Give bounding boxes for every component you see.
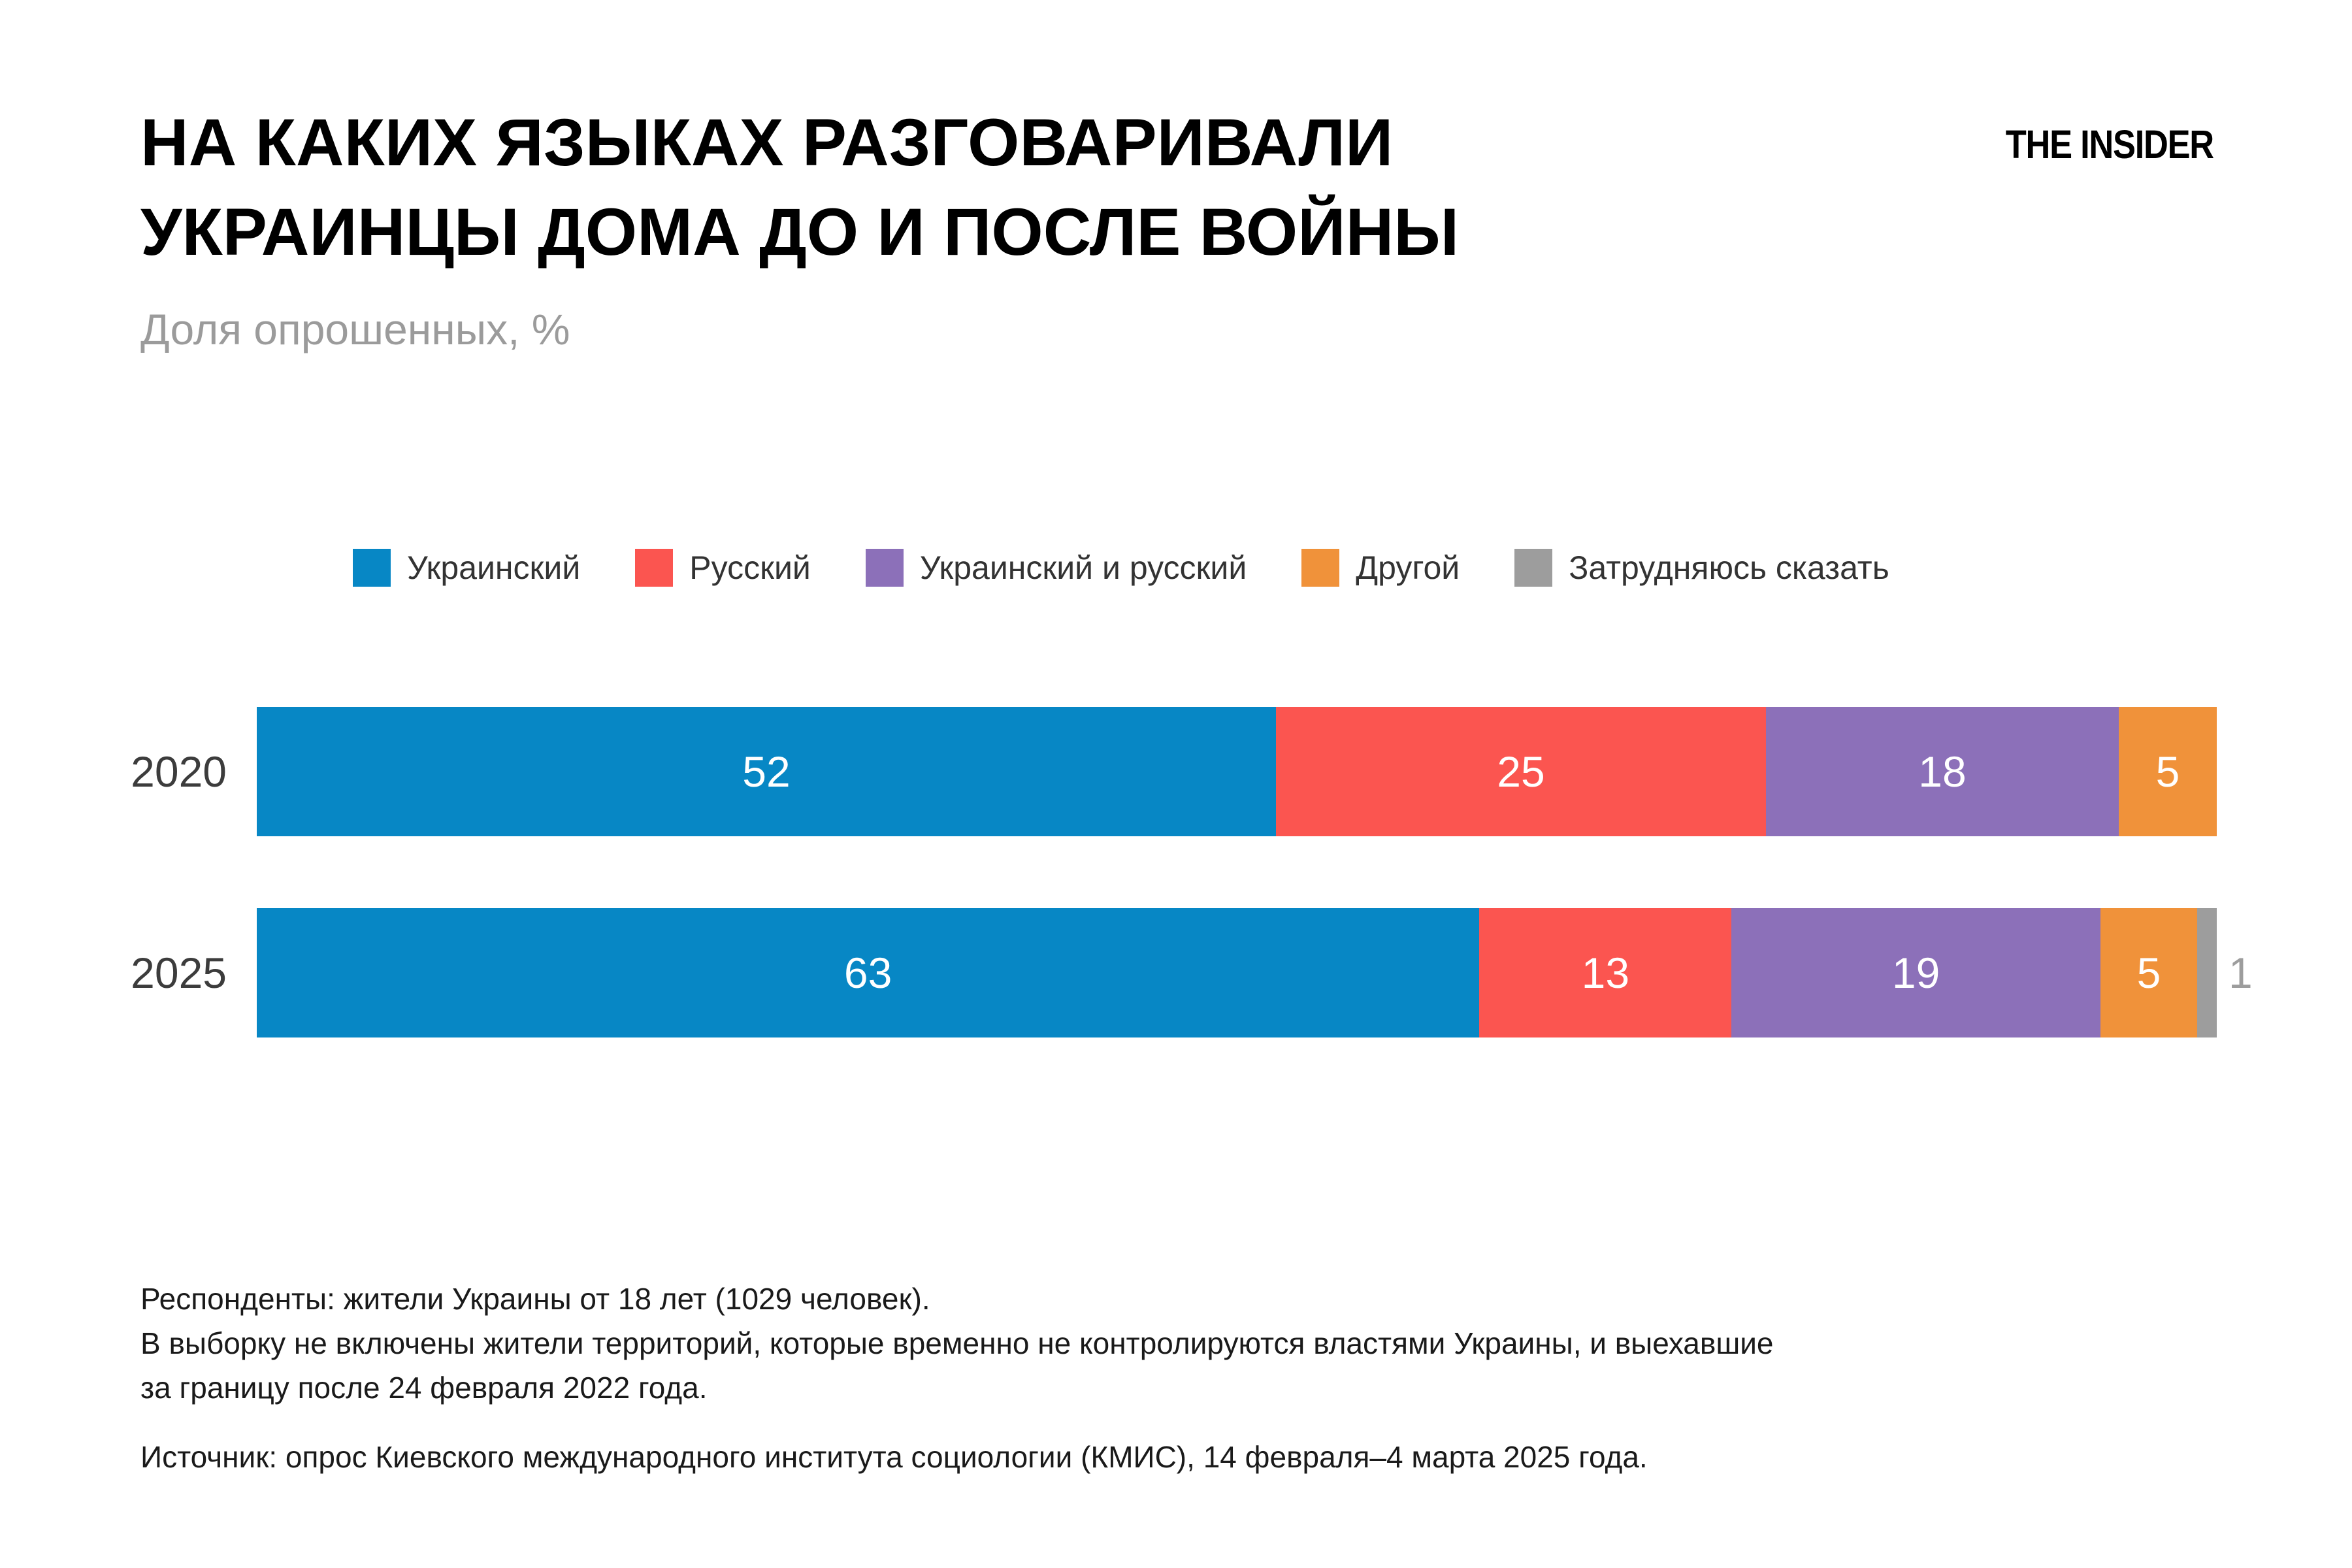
bar-segment-2025-both: 19 xyxy=(1731,908,2100,1037)
legend-color-chip-russian xyxy=(635,549,674,587)
page-title: НА КАКИХ ЯЗЫКАХ РАЗГОВАРИВАЛИ УКРАИНЦЫ Д… xyxy=(140,98,1459,277)
legend-item-ukrainian: Украинский xyxy=(353,549,580,587)
footnotes: Респонденты: жители Украины от 18 лет (1… xyxy=(140,1277,1774,1479)
footnote-source: Источник: опрос Киевского международного… xyxy=(140,1440,1648,1474)
segment-value: 52 xyxy=(742,747,791,796)
legend-color-chip-other xyxy=(1301,549,1340,587)
footnote-respondents-line3: за границу после 24 февраля 2022 года. xyxy=(140,1371,708,1405)
outside-segment-value-hard-to-say: 1 xyxy=(2229,949,2253,997)
legend-label-russian: Русский xyxy=(689,549,811,586)
segment-value: 25 xyxy=(1497,747,1545,796)
segment-value: 13 xyxy=(1581,949,1630,997)
title-line-1: НА КАКИХ ЯЗЫКАХ РАЗГОВАРИВАЛИ xyxy=(140,105,1394,180)
year-label-2020: 2020 xyxy=(131,747,227,796)
legend-label-ukrainian: Украинский xyxy=(407,549,581,586)
footnote-respondents-line1: Респонденты: жители Украины от 18 лет (1… xyxy=(140,1282,930,1316)
legend-item-hard-to-say: Затрудняюсь сказать xyxy=(1514,549,1889,587)
segment-value: 19 xyxy=(1891,949,1940,997)
bar-segment-2025-hard-to-say xyxy=(2197,908,2217,1037)
legend-item-other: Другой xyxy=(1301,549,1460,587)
bar-segment-2020-other: 5 xyxy=(2119,707,2217,836)
year-label-2025: 2025 xyxy=(131,949,227,997)
legend-color-chip-ukrainian xyxy=(353,549,391,587)
bar-segment-2020-both: 18 xyxy=(1766,707,2119,836)
bar-track-2025: 63 13 19 5 xyxy=(257,908,2217,1037)
bar-segment-2020-ukrainian: 52 xyxy=(257,707,1276,836)
footnote-respondents-line2: В выборку не включены жители территорий,… xyxy=(140,1326,1774,1360)
legend-label-both: Украинский и русский xyxy=(919,549,1247,586)
legend-item-both: Украинский и русский xyxy=(865,549,1247,587)
segment-value: 18 xyxy=(1918,747,1967,796)
bar-row-2025: 2025 63 13 19 5 1 xyxy=(0,908,2253,1037)
legend-color-chip-hard-to-say xyxy=(1514,549,1553,587)
chart-subtitle: Доля опрошенных, % xyxy=(140,305,570,353)
brand-logo: THE INSIDER xyxy=(2005,122,2214,167)
segment-value: 5 xyxy=(2136,949,2161,997)
bar-segment-2025-other: 5 xyxy=(2100,908,2198,1037)
bar-segment-2025-russian: 13 xyxy=(1479,908,1732,1037)
legend-label-other: Другой xyxy=(1356,549,1460,586)
bar-segment-2025-ukrainian: 63 xyxy=(257,908,1480,1037)
chart-legend: Украинский Русский Украинский и русский … xyxy=(353,549,1889,587)
bar-track-2020: 52 25 18 5 xyxy=(257,707,2217,836)
bar-segment-2020-russian: 25 xyxy=(1276,707,1766,836)
segment-value: 5 xyxy=(2155,747,2180,796)
segment-value: 63 xyxy=(843,949,892,997)
legend-label-hard-to-say: Затрудняюсь сказать xyxy=(1569,549,1889,586)
legend-color-chip-both xyxy=(865,549,904,587)
bar-row-2020: 2020 52 25 18 5 xyxy=(0,707,2217,836)
title-line-2: УКРАИНЦЫ ДОМА ДО И ПОСЛЕ ВОЙНЫ xyxy=(140,195,1460,269)
legend-item-russian: Русский xyxy=(635,549,811,587)
